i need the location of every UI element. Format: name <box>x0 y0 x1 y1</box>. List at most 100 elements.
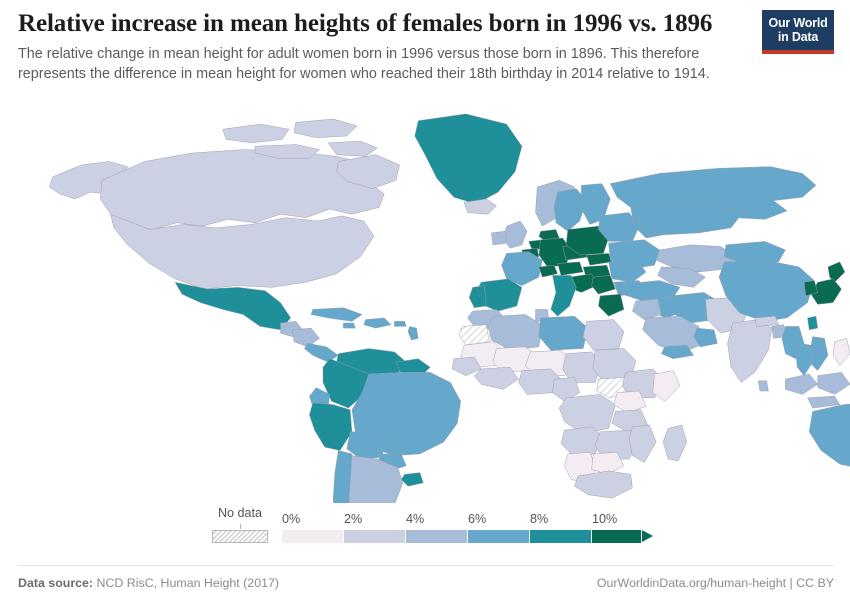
country-taiwan[interactable] <box>808 316 818 330</box>
country-costa-rica-panama[interactable] <box>304 343 338 362</box>
country-uganda-kenya[interactable] <box>614 391 646 413</box>
country-canada-arctic-3[interactable] <box>255 144 320 158</box>
chart-footer: Data source: NCD RisC, Human Height (201… <box>18 565 834 600</box>
country-somalia[interactable] <box>653 370 680 401</box>
country-china[interactable] <box>719 260 814 321</box>
country-colombia[interactable] <box>323 358 369 407</box>
country-niger[interactable] <box>525 350 573 376</box>
country-syria-jordan[interactable] <box>632 299 661 319</box>
map-countries <box>49 114 850 503</box>
country-philippines[interactable] <box>833 338 850 365</box>
country-cameroon[interactable] <box>553 377 580 401</box>
country-switzerland[interactable] <box>539 265 558 277</box>
country-sweden[interactable] <box>554 188 586 231</box>
map-legend: No data 0% 2% 4% 6% 8% 10% <box>0 503 850 565</box>
country-western-sahara[interactable] <box>459 324 490 344</box>
legend-tick-4: 8% <box>530 512 549 526</box>
country-uruguay[interactable] <box>401 472 423 486</box>
country-thailand[interactable] <box>796 343 813 375</box>
country-south-africa[interactable] <box>575 471 633 498</box>
country-egypt[interactable] <box>583 319 624 350</box>
country-mexico[interactable] <box>175 282 291 330</box>
chart-subtitle: The relative change in mean height for a… <box>18 46 710 82</box>
country-india[interactable] <box>728 319 772 382</box>
country-russia-west[interactable] <box>632 202 743 234</box>
country-ireland[interactable] <box>491 231 506 245</box>
country-zambia-zimbabwe[interactable] <box>595 430 639 459</box>
country-mozambique[interactable] <box>629 425 656 462</box>
legend-arrow-icon <box>642 529 653 542</box>
legend-no-data-tick <box>239 523 241 529</box>
country-botswana[interactable] <box>592 452 624 474</box>
country-nepal-bhutan[interactable] <box>755 316 779 326</box>
country-hispaniola[interactable] <box>364 318 391 328</box>
owid-logo-line1: Our World <box>768 16 828 30</box>
country-serbia[interactable] <box>592 275 616 294</box>
world-map-svg <box>0 85 850 503</box>
country-austria[interactable] <box>558 262 584 276</box>
legend-bar[interactable] <box>282 529 654 543</box>
legend-no-data[interactable]: No data <box>212 507 268 543</box>
country-australia[interactable] <box>809 403 850 469</box>
country-poland[interactable] <box>566 226 609 255</box>
country-jamaica[interactable] <box>343 323 355 328</box>
country-sri-lanka[interactable] <box>758 381 768 391</box>
data-source-value: NCD RisC, Human Height (2017) <box>96 576 279 590</box>
country-vietnam[interactable] <box>811 336 828 370</box>
country-slovakia[interactable] <box>587 253 613 265</box>
country-indonesia-java[interactable] <box>808 396 840 408</box>
country-oman[interactable] <box>694 328 718 347</box>
owid-logo[interactable]: Our World in Data <box>762 10 834 54</box>
country-canada-arctic-2[interactable] <box>294 119 357 138</box>
country-mongolia[interactable] <box>724 241 785 265</box>
legend-color-scale: 0% 2% 4% 6% 8% 10% <box>282 513 654 543</box>
country-france[interactable] <box>502 251 543 285</box>
country-baffin-island[interactable] <box>337 154 400 188</box>
legend-bin-0-2[interactable] <box>282 529 344 543</box>
country-ukraine[interactable] <box>609 239 660 268</box>
legend-tick-0: 0% <box>282 512 301 526</box>
country-greece[interactable] <box>598 294 624 316</box>
legend-bin-4-6[interactable] <box>406 529 468 543</box>
country-chad[interactable] <box>563 352 602 383</box>
country-puerto-rico[interactable] <box>394 321 406 326</box>
country-lesser-antilles[interactable] <box>408 326 418 340</box>
legend-bin-6-8[interactable] <box>468 529 530 543</box>
country-united-kingdom[interactable] <box>503 221 527 248</box>
legend-inner: No data 0% 2% 4% 6% 8% 10% <box>212 507 654 543</box>
country-peru[interactable] <box>309 403 352 451</box>
country-canada-arctic-4[interactable] <box>328 141 377 156</box>
country-italy[interactable] <box>551 275 577 316</box>
legend-bin-2-4[interactable] <box>344 529 406 543</box>
country-honduras-nicaragua[interactable] <box>292 328 319 347</box>
legend-bin-10-plus[interactable] <box>592 529 642 543</box>
country-madagascar[interactable] <box>663 425 687 461</box>
country-saudi-arabia[interactable] <box>643 316 701 353</box>
country-united-states[interactable] <box>111 214 375 289</box>
country-portugal[interactable] <box>469 285 486 307</box>
country-indonesia-sumatra[interactable] <box>785 374 817 394</box>
country-cuba[interactable] <box>311 307 362 321</box>
license-link[interactable]: OurWorldinData.org/human-height | CC BY <box>596 576 834 590</box>
country-uzbekistan-turkmenistan[interactable] <box>658 267 706 287</box>
country-indonesia-borneo[interactable] <box>818 372 850 394</box>
owid-logo-rule <box>762 49 834 54</box>
data-source: Data source: NCD RisC, Human Height (201… <box>18 576 279 590</box>
legend-tick-5: 10% <box>592 512 618 526</box>
chart-header: Relative increase in mean heights of fem… <box>0 0 850 85</box>
country-canada-arctic-1[interactable] <box>223 124 289 143</box>
country-south-korea[interactable] <box>804 280 818 295</box>
country-argentina[interactable] <box>349 455 403 503</box>
country-yemen[interactable] <box>661 345 693 359</box>
legend-bin-8-10[interactable] <box>530 529 592 543</box>
world-choropleth-map[interactable] <box>0 85 850 503</box>
country-guyana-suriname[interactable] <box>396 358 430 375</box>
country-greenland[interactable] <box>415 114 522 204</box>
data-source-label: Data source: <box>18 576 94 590</box>
country-iceland[interactable] <box>464 199 496 214</box>
country-senegal-guinea[interactable] <box>452 357 481 376</box>
country-ivory-coast-ghana[interactable] <box>474 367 518 389</box>
country-japan[interactable] <box>828 262 845 282</box>
country-libya[interactable] <box>539 316 588 350</box>
